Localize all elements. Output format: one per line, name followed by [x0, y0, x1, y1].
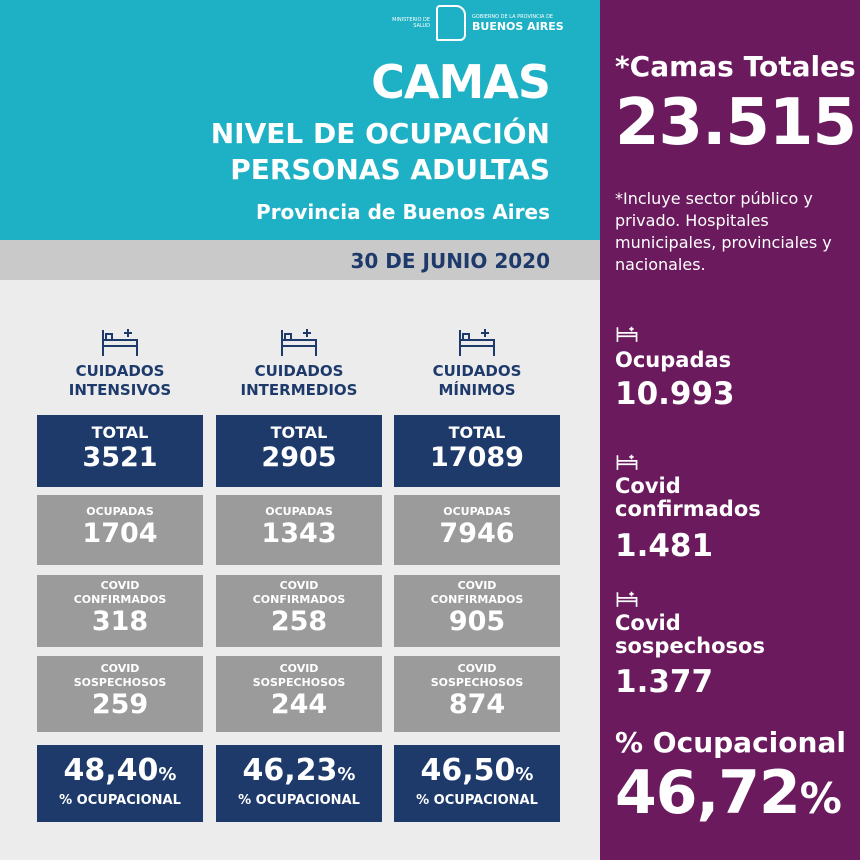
total-label: *Camas Totales	[615, 50, 856, 83]
conf-box: COVID CONFIRMADOS 905	[394, 575, 560, 647]
conf-label2: confirmados	[615, 497, 761, 521]
conf-box: COVID CONFIRMADOS 258	[216, 575, 382, 647]
conf-value: 1.481	[615, 528, 714, 564]
total-value: 3521	[82, 442, 158, 473]
title-line2: NIVEL DE OCUPACIÓN	[210, 117, 550, 150]
sosp-box: COVID SOSPECHOSOS 874	[394, 656, 560, 732]
column-name2: INTERMEDIOS	[240, 381, 358, 399]
header-banner	[0, 0, 600, 240]
summary-panel: *Camas Totales 23.515 *Incluye sector pú…	[600, 0, 860, 860]
total-value: 2905	[261, 442, 337, 473]
sosp-value: 874	[448, 689, 506, 720]
total-box: TOTAL 3521	[37, 415, 203, 487]
pct-value: 46,50	[420, 753, 516, 788]
gov-small: GOBIERNO DE LA PROVINCIA DE	[472, 14, 554, 20]
conf-label: Covid confirmados	[615, 475, 761, 521]
pct-box: 48,40% % OCUPACIONAL	[37, 745, 203, 822]
pct-label: % OCUPACIONAL	[59, 793, 181, 808]
total-box: TOTAL 17089	[394, 415, 560, 487]
sosp-label2: SOSPECHOSOS	[430, 676, 524, 689]
sosp-box: COVID SOSPECHOSOS 259	[37, 656, 203, 732]
pct-label: % OCUPACIONAL	[238, 793, 360, 808]
conf-value: 258	[270, 606, 328, 637]
bed-icon	[459, 329, 495, 356]
care-column: CUIDADOS INTENSIVOS TOTAL 3521 OCUPADAS 1704…	[37, 326, 203, 822]
column-name1: CUIDADOS	[254, 362, 344, 380]
total-value: 23.515	[615, 86, 857, 160]
ocupadas-label: Ocupadas	[615, 348, 732, 372]
pct-value: 48,40	[63, 753, 159, 788]
total-box: TOTAL 2905	[216, 415, 382, 487]
sosp-label1: COVID	[100, 662, 140, 675]
ocupadas-box: OCUPADAS 1343	[216, 495, 382, 565]
bed-icon	[616, 326, 638, 342]
total-value: 17089	[430, 442, 524, 473]
page-title: CAMAS	[371, 55, 551, 109]
bed-icon	[616, 591, 638, 607]
total-label: TOTAL	[448, 423, 506, 442]
sosp-value: 1.377	[615, 664, 714, 700]
pct-value-wrap: 46,72%	[615, 758, 842, 828]
total-label: TOTAL	[270, 423, 328, 442]
conf-label1: COVID	[457, 579, 497, 592]
gov-big: BUENOS AIRES	[472, 20, 564, 33]
sosp-value: 259	[91, 689, 149, 720]
title-line3: PERSONAS ADULTAS	[230, 153, 550, 186]
conf-label1: COVID	[100, 579, 140, 592]
sosp-label1: COVID	[457, 662, 497, 675]
ocupadas-value: 10.993	[615, 376, 735, 412]
ocupadas-label: OCUPADAS	[265, 505, 333, 518]
total-note: *Incluye sector público y privado. Hospi…	[615, 189, 832, 274]
conf-label1: Covid	[615, 474, 681, 498]
ocupadas-value: 7946	[439, 518, 515, 549]
ocupadas-value: 1343	[261, 518, 337, 549]
province-map-icon	[436, 5, 466, 41]
column-name1: CUIDADOS	[432, 362, 522, 380]
conf-label2: CONFIRMADOS	[252, 593, 346, 606]
bed-icon	[102, 329, 138, 356]
care-column: CUIDADOS INTERMEDIOS TOTAL 2905 OCUPADAS 134…	[216, 326, 382, 822]
pct-label: % Ocupacional	[615, 726, 846, 759]
conf-value: 318	[91, 606, 149, 637]
bed-icon	[281, 329, 317, 356]
column-name2: MÍNIMOS	[438, 381, 516, 399]
sosp-label1: COVID	[279, 662, 319, 675]
sosp-label1: Covid	[615, 611, 681, 635]
column-name1: CUIDADOS	[75, 362, 165, 380]
pct-value: 46,72	[615, 758, 801, 828]
conf-label2: CONFIRMADOS	[73, 593, 167, 606]
total-label: TOTAL	[91, 423, 149, 442]
subtitle: Provincia de Buenos Aires	[256, 200, 550, 224]
date-band	[0, 240, 600, 280]
pct-sign: %	[515, 764, 534, 785]
ocupadas-value: 1704	[82, 518, 158, 549]
ocupadas-label: OCUPADAS	[86, 505, 154, 518]
conf-label2: CONFIRMADOS	[430, 593, 524, 606]
pct-value: 46,23	[242, 753, 338, 788]
sosp-value: 244	[270, 689, 328, 720]
sosp-label2: sospechosos	[615, 634, 765, 658]
sosp-box: COVID SOSPECHOSOS 244	[216, 656, 382, 732]
pct-sign: %	[158, 764, 177, 785]
gov-logo: MINISTERIO DE SALUD GOBIERNO DE LA PROVI…	[390, 5, 564, 41]
date: 30 DE JUNIO 2020	[350, 249, 550, 273]
pct-box: 46,23% % OCUPACIONAL	[216, 745, 382, 822]
ocupadas-box: OCUPADAS 1704	[37, 495, 203, 565]
conf-label1: COVID	[279, 579, 319, 592]
pct-box: 46,50% % OCUPACIONAL	[394, 745, 560, 822]
conf-value: 905	[448, 606, 506, 637]
care-column: CUIDADOS MÍNIMOS TOTAL 17089 OCUPADAS 7946 CO…	[394, 326, 560, 822]
bed-icon	[616, 454, 638, 470]
ocupadas-box: OCUPADAS 7946	[394, 495, 560, 565]
column-name2: INTENSIVOS	[68, 381, 172, 399]
pct-sign: %	[337, 764, 356, 785]
conf-box: COVID CONFIRMADOS 318	[37, 575, 203, 647]
sosp-label2: SOSPECHOSOS	[252, 676, 346, 689]
sosp-label2: SOSPECHOSOS	[73, 676, 167, 689]
pct-label: % OCUPACIONAL	[416, 793, 538, 808]
sosp-label: Covid sospechosos	[615, 612, 765, 658]
ocupadas-label: OCUPADAS	[443, 505, 511, 518]
pct-sign: %	[799, 774, 842, 823]
ministry-label: MINISTERIO DE SALUD	[392, 17, 430, 29]
